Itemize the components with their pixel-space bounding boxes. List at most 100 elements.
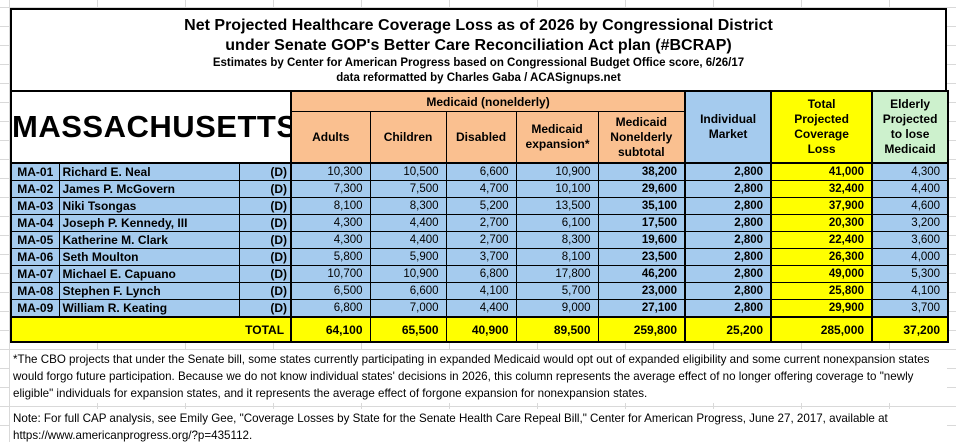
total-subtotal-cell[interactable]: 259,800 xyxy=(597,316,686,343)
district-cell[interactable]: MA-01 xyxy=(10,162,60,181)
elderly-cell[interactable]: 3,600 xyxy=(871,231,949,249)
subtotal-cell[interactable]: 35,100 xyxy=(597,197,686,215)
individual-market-cell[interactable]: 2,800 xyxy=(684,231,772,249)
expansion-cell[interactable]: 17,800 xyxy=(515,265,599,283)
representative-name-cell[interactable]: Michael E. Capuano xyxy=(58,265,240,283)
party-cell[interactable]: (D) xyxy=(238,197,292,215)
individual-market-cell[interactable]: 2,800 xyxy=(684,214,772,232)
adults-cell[interactable]: 6,800 xyxy=(290,299,371,318)
expansion-cell[interactable]: 10,900 xyxy=(515,162,599,181)
district-cell[interactable]: MA-07 xyxy=(10,265,60,283)
total-expansion-cell[interactable]: 89,500 xyxy=(515,316,599,343)
subtotal-cell[interactable]: 23,000 xyxy=(597,282,686,300)
adults-cell[interactable]: 4,300 xyxy=(290,231,371,249)
subtotal-cell[interactable]: 23,500 xyxy=(597,248,686,266)
elderly-cell[interactable]: 4,300 xyxy=(871,162,949,181)
representative-name-cell[interactable]: Seth Moulton xyxy=(58,248,240,266)
adults-cell[interactable]: 10,300 xyxy=(290,162,371,181)
adults-cell[interactable]: 4,300 xyxy=(290,214,371,232)
individual-market-cell[interactable]: 2,800 xyxy=(684,299,772,318)
total-individual-market-cell[interactable]: 25,200 xyxy=(684,316,772,343)
subtotal-cell[interactable]: 46,200 xyxy=(597,265,686,283)
representative-name-cell[interactable]: Niki Tsongas xyxy=(58,197,240,215)
disabled-cell[interactable]: 3,700 xyxy=(445,248,517,266)
elderly-cell[interactable]: 4,600 xyxy=(871,197,949,215)
party-cell[interactable]: (D) xyxy=(238,265,292,283)
total-adults-cell[interactable]: 64,100 xyxy=(290,316,371,343)
representative-name-cell[interactable]: Stephen F. Lynch xyxy=(58,282,240,300)
individual-market-cell[interactable]: 2,800 xyxy=(684,248,772,266)
district-cell[interactable]: MA-03 xyxy=(10,197,60,215)
disabled-cell[interactable]: 2,700 xyxy=(445,231,517,249)
children-cell[interactable]: 7,500 xyxy=(369,180,447,198)
col-header-elderly[interactable]: Elderly Projected to lose Medicaid xyxy=(871,90,949,164)
total-disabled-cell[interactable]: 40,900 xyxy=(445,316,517,343)
district-cell[interactable]: MA-04 xyxy=(10,214,60,232)
state-name-cell[interactable]: MASSACHUSETTS xyxy=(10,90,292,164)
party-cell[interactable]: (D) xyxy=(238,214,292,232)
individual-market-cell[interactable]: 2,800 xyxy=(684,180,772,198)
total-loss-cell[interactable]: 41,000 xyxy=(770,162,873,181)
representative-name-cell[interactable]: Katherine M. Clark xyxy=(58,231,240,249)
disabled-cell[interactable]: 5,200 xyxy=(445,197,517,215)
representative-name-cell[interactable]: Richard E. Neal xyxy=(58,162,240,181)
elderly-cell[interactable]: 4,000 xyxy=(871,248,949,266)
children-cell[interactable]: 6,600 xyxy=(369,282,447,300)
col-header-expansion[interactable]: Medicaid expansion* xyxy=(515,111,599,164)
col-header-total-loss[interactable]: Total Projected Coverage Loss xyxy=(770,90,873,164)
total-loss-cell[interactable]: 32,400 xyxy=(770,180,873,198)
party-cell[interactable]: (D) xyxy=(238,180,292,198)
subtotal-cell[interactable]: 38,200 xyxy=(597,162,686,181)
medicaid-group-header[interactable]: Medicaid (nonelderly) xyxy=(290,90,686,112)
expansion-cell[interactable]: 13,500 xyxy=(515,197,599,215)
col-header-subtotal[interactable]: Medicaid Nonelderly subtotal xyxy=(597,111,686,164)
col-header-individual-market[interactable]: Individual Market xyxy=(684,90,772,164)
district-cell[interactable]: MA-05 xyxy=(10,231,60,249)
subtotal-cell[interactable]: 29,600 xyxy=(597,180,686,198)
party-cell[interactable]: (D) xyxy=(238,248,292,266)
col-header-adults[interactable]: Adults xyxy=(290,111,371,164)
district-cell[interactable]: MA-08 xyxy=(10,282,60,300)
children-cell[interactable]: 10,900 xyxy=(369,265,447,283)
adults-cell[interactable]: 5,800 xyxy=(290,248,371,266)
individual-market-cell[interactable]: 2,800 xyxy=(684,162,772,181)
total-loss-cell[interactable]: 25,800 xyxy=(770,282,873,300)
total-loss-cell[interactable]: 22,400 xyxy=(770,231,873,249)
children-cell[interactable]: 8,300 xyxy=(369,197,447,215)
elderly-cell[interactable]: 3,200 xyxy=(871,214,949,232)
children-cell[interactable]: 10,500 xyxy=(369,162,447,181)
total-loss-cell[interactable]: 26,300 xyxy=(770,248,873,266)
total-loss-cell[interactable]: 20,300 xyxy=(770,214,873,232)
subtotal-cell[interactable]: 17,500 xyxy=(597,214,686,232)
disabled-cell[interactable]: 2,700 xyxy=(445,214,517,232)
expansion-cell[interactable]: 10,100 xyxy=(515,180,599,198)
total-loss-cell[interactable]: 49,000 xyxy=(770,265,873,283)
col-header-disabled[interactable]: Disabled xyxy=(445,111,517,164)
total-loss-cell[interactable]: 37,900 xyxy=(770,197,873,215)
children-cell[interactable]: 5,900 xyxy=(369,248,447,266)
grand-total-loss-cell[interactable]: 285,000 xyxy=(770,316,873,343)
adults-cell[interactable]: 7,300 xyxy=(290,180,371,198)
total-label-cell[interactable]: TOTAL xyxy=(10,316,292,343)
elderly-cell[interactable]: 4,100 xyxy=(871,282,949,300)
elderly-cell[interactable]: 4,400 xyxy=(871,180,949,198)
representative-name-cell[interactable]: James P. McGovern xyxy=(58,180,240,198)
disabled-cell[interactable]: 6,800 xyxy=(445,265,517,283)
party-cell[interactable]: (D) xyxy=(238,231,292,249)
adults-cell[interactable]: 6,500 xyxy=(290,282,371,300)
district-cell[interactable]: MA-02 xyxy=(10,180,60,198)
children-cell[interactable]: 7,000 xyxy=(369,299,447,318)
expansion-cell[interactable]: 9,000 xyxy=(515,299,599,318)
individual-market-cell[interactable]: 2,800 xyxy=(684,265,772,283)
expansion-cell[interactable]: 8,100 xyxy=(515,248,599,266)
elderly-cell[interactable]: 5,300 xyxy=(871,265,949,283)
representative-name-cell[interactable]: Joseph P. Kennedy, III xyxy=(58,214,240,232)
district-cell[interactable]: MA-06 xyxy=(10,248,60,266)
district-cell[interactable]: MA-09 xyxy=(10,299,60,318)
elderly-cell[interactable]: 3,700 xyxy=(871,299,949,318)
disabled-cell[interactable]: 4,400 xyxy=(445,299,517,318)
children-cell[interactable]: 4,400 xyxy=(369,214,447,232)
party-cell[interactable]: (D) xyxy=(238,162,292,181)
children-cell[interactable]: 4,400 xyxy=(369,231,447,249)
subtotal-cell[interactable]: 19,600 xyxy=(597,231,686,249)
